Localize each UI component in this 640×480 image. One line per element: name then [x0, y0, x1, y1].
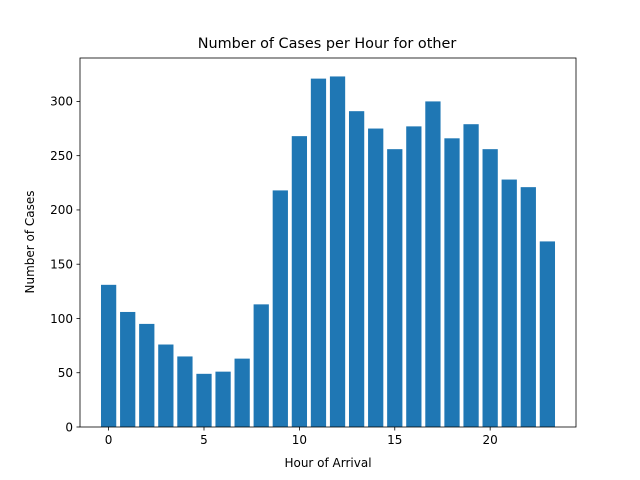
bar-hour-1 — [120, 311, 136, 427]
plot-frame — [79, 57, 577, 428]
bar-hour-19 — [463, 124, 479, 427]
y-tick-label: 150 — [50, 258, 73, 272]
y-tick-label: 50 — [58, 366, 73, 380]
bar-hour-15 — [387, 149, 403, 427]
bar-hour-17 — [425, 101, 441, 427]
bar-hour-3 — [158, 344, 174, 427]
bar-hour-16 — [406, 126, 422, 427]
y-tick-label: 300 — [50, 95, 73, 109]
bar-hour-23 — [539, 241, 556, 427]
bar-hour-11 — [310, 78, 327, 427]
bar-hour-5 — [196, 373, 212, 427]
bar-hour-20 — [482, 149, 498, 427]
x-tick-label: 20 — [483, 433, 498, 447]
bar-hour-6 — [215, 371, 231, 427]
bar-hour-14 — [368, 128, 384, 427]
bar-hour-2 — [139, 323, 155, 427]
y-tick-label: 0 — [65, 420, 73, 434]
bar-hour-18 — [444, 138, 460, 427]
chart-title: Number of Cases per Hour for other — [198, 36, 457, 52]
y-axis-label: Number of Cases — [23, 190, 37, 293]
bar-hour-9 — [272, 190, 288, 427]
bar-hour-10 — [291, 136, 308, 427]
bar-hour-13 — [348, 111, 365, 427]
bar-hour-22 — [520, 187, 536, 427]
y-tick-label: 100 — [50, 312, 73, 326]
x-axis-ticks: 0 5 10 15 20 — [105, 427, 498, 447]
bar-hour-8 — [253, 304, 269, 427]
x-axis-label: Hour of Arrival — [284, 456, 371, 470]
x-tick-label: 5 — [200, 433, 208, 447]
bars-group — [100, 76, 556, 427]
y-tick-label: 200 — [50, 203, 73, 217]
bar-hour-0 — [100, 284, 117, 427]
x-tick-label: 10 — [292, 433, 307, 447]
bar-hour-4 — [177, 356, 193, 427]
x-tick-label: 15 — [387, 433, 402, 447]
y-axis-ticks: 0 50 100 150 200 250 300 — [50, 95, 80, 434]
y-tick-label: 250 — [50, 149, 73, 163]
bar-hour-21 — [501, 179, 517, 427]
x-tick-label: 0 — [105, 433, 113, 447]
bar-hour-12 — [329, 76, 346, 427]
bar-hour-7 — [234, 358, 250, 427]
